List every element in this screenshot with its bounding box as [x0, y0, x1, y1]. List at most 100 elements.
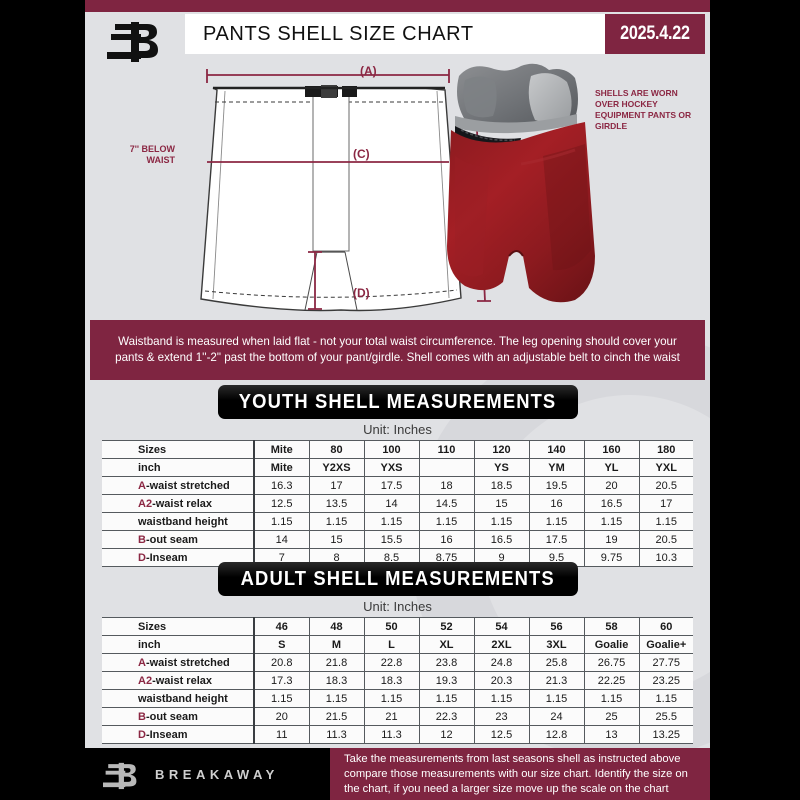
table-cell: 17.5 [364, 476, 420, 495]
table-row: B-out seam 20 21.5 21 22.3 23 24 25 25.5 [102, 707, 693, 726]
table-cell: 17.3 [254, 671, 310, 690]
title-bar: PANTS SHELL SIZE CHART [185, 14, 605, 54]
table-cell: 58 [584, 617, 640, 636]
table-row: A2-waist relax 17.3 18.3 18.3 19.3 20.3 21.3 22… [102, 671, 693, 690]
table-cell: 1.15 [639, 689, 693, 708]
table-cell: 120 [474, 440, 530, 459]
table-cell: 10.3 [639, 548, 693, 567]
table-row: waistband height 1.15 1.15 1.15 1.15 1.15 1.15… [102, 689, 693, 708]
date-badge: 2025.4.22 [605, 14, 705, 54]
diagram-label-a: (A) [360, 64, 377, 78]
table-cell: 9.75 [584, 548, 640, 567]
table-cell: 17 [639, 494, 693, 513]
table-cell: 13.25 [639, 725, 693, 744]
table-cell: 20 [584, 476, 640, 495]
waist-below-note: 7'' BELOW WAIST [129, 144, 175, 165]
table-cell: 60 [639, 617, 693, 636]
adult-unit-label: Unit: Inches [363, 599, 432, 614]
table-cell: 1.15 [309, 512, 365, 531]
table-cell: 16.3 [254, 476, 310, 495]
row-label: inch [102, 458, 255, 477]
table-cell: 20.5 [639, 476, 693, 495]
table-cell: 16 [529, 494, 585, 513]
table-cell: 21.8 [309, 653, 365, 672]
table-row: B-out seam 14 15 15.5 16 16.5 17.5 19 20.5 [102, 530, 693, 549]
footer-note-box: Take the measurements from last seasons … [330, 748, 710, 800]
table-cell: 19.5 [529, 476, 585, 495]
table-row: D-Inseam 11 11.3 11.3 12 12.5 12.8 13 13.25 [102, 725, 693, 744]
table-cell: 14 [364, 494, 420, 513]
table-cell: 21.5 [309, 707, 365, 726]
table-cell: 22.3 [419, 707, 475, 726]
row-label-marker: D [138, 728, 146, 741]
table-cell: 1.15 [309, 689, 365, 708]
table-cell: 1.15 [254, 512, 310, 531]
row-label: waistband height [102, 512, 255, 531]
row-label: A-waist stretched [102, 653, 255, 672]
table-cell: 3XL [529, 635, 585, 654]
table-cell: Goalie+ [639, 635, 693, 654]
instruction-text: Waistband is measured when laid flat - n… [115, 335, 680, 364]
table-row: Sizes 46 48 50 52 54 56 58 60 [102, 617, 693, 636]
table-cell: 14.5 [419, 494, 475, 513]
table-cell: 11.3 [309, 725, 365, 744]
table-cell: XL [419, 635, 475, 654]
top-accent-strip [85, 0, 710, 12]
table-cell: 100 [364, 440, 420, 459]
table-cell: 16.5 [474, 530, 530, 549]
table-cell: Mite [254, 458, 310, 477]
table-cell: 22.25 [584, 671, 640, 690]
table-cell: 1.15 [584, 689, 640, 708]
table-cell: YXS [364, 458, 420, 477]
table-cell: 1.15 [639, 512, 693, 531]
table-cell: YM [529, 458, 585, 477]
youth-size-table: Sizes Mite 80 100 110 120 140 160 180 inch Mite Y2X… [102, 440, 693, 567]
table-cell [419, 458, 475, 477]
table-cell: YXL [639, 458, 693, 477]
table-cell: 13 [584, 725, 640, 744]
table-cell: 25 [584, 707, 640, 726]
youth-table-body: Sizes Mite 80 100 110 120 140 160 180 inch Mite Y2X… [102, 440, 693, 567]
table-cell: 20.3 [474, 671, 530, 690]
table-cell: 1.15 [474, 512, 530, 531]
table-cell: 21 [364, 707, 420, 726]
youth-section-header: YOUTH SHELL MEASUREMENTS [218, 385, 578, 419]
pants-technical-drawing [200, 69, 491, 312]
row-label: Sizes [102, 440, 255, 459]
diagram-label-d: (D) [353, 286, 370, 300]
row-label: inch [102, 635, 255, 654]
table-cell: 15.5 [364, 530, 420, 549]
row-label: D-Inseam [102, 725, 255, 744]
table-cell: YL [584, 458, 640, 477]
table-cell: 1.15 [584, 512, 640, 531]
table-cell: 18 [419, 476, 475, 495]
table-cell: 160 [584, 440, 640, 459]
table-cell: 1.15 [419, 512, 475, 531]
table-cell: 20 [254, 707, 310, 726]
table-cell: 12.5 [254, 494, 310, 513]
table-row: Sizes Mite 80 100 110 120 140 160 180 [102, 440, 693, 459]
table-cell: 12.8 [529, 725, 585, 744]
table-cell: 140 [529, 440, 585, 459]
table-cell: 1.15 [474, 689, 530, 708]
table-cell: 26.75 [584, 653, 640, 672]
table-cell: 110 [419, 440, 475, 459]
youth-unit-label: Unit: Inches [363, 422, 432, 437]
shell-pants-photo [447, 63, 595, 303]
table-cell: 23.25 [639, 671, 693, 690]
row-label-marker: B [138, 533, 146, 546]
table-row: inch Mite Y2XS YXS YS YM YL YXL [102, 458, 693, 477]
table-cell: 25.5 [639, 707, 693, 726]
adult-heading: ADULT SHELL MEASUREMENTS [240, 567, 556, 590]
row-label: B-out seam [102, 707, 255, 726]
page-header: PANTS SHELL SIZE CHART 2025.4.22 [85, 12, 710, 62]
table-cell: 19 [584, 530, 640, 549]
table-cell: Y2XS [309, 458, 365, 477]
table-cell: 23 [474, 707, 530, 726]
adult-section-header: ADULT SHELL MEASUREMENTS [218, 562, 578, 596]
table-cell: 12 [419, 725, 475, 744]
row-label-marker: A2 [138, 674, 153, 687]
row-label: waistband height [102, 689, 255, 708]
table-cell: 22.8 [364, 653, 420, 672]
breakaway-b-logo-icon [103, 762, 137, 790]
